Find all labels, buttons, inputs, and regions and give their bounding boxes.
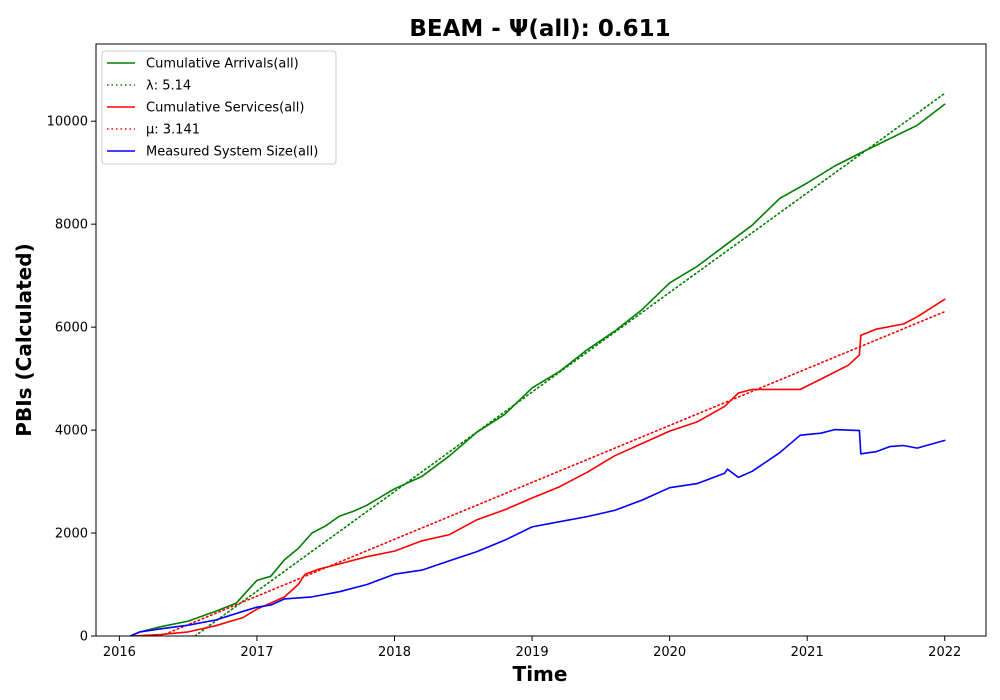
axes-frame [95, 43, 987, 637]
legend-label-3: μ: 3.141 [146, 123, 200, 138]
x-tick-label: 2019 [516, 645, 549, 660]
x-tick-label: 2021 [791, 645, 824, 660]
legend-box [101, 50, 337, 165]
plot-area [129, 92, 946, 636]
y-tick-label: 8000 [55, 218, 88, 233]
legend-label-0: Cumulative Arrivals(all) [146, 57, 299, 72]
x-axis-label: Time [513, 662, 568, 686]
series-line-1 [194, 92, 946, 636]
x-tick-label: 2017 [240, 645, 273, 660]
y-tick-label: 2000 [55, 527, 88, 542]
y-tick-label: 4000 [55, 424, 88, 439]
x-tick-label: 2022 [928, 645, 961, 660]
y-tick-label: 10000 [47, 115, 88, 130]
series-line-4 [129, 428, 946, 636]
series-line-0 [129, 103, 946, 636]
legend-label-1: λ: 5.14 [146, 79, 191, 94]
chart-title: BEAM - Ψ(all): 0.611 [409, 16, 670, 42]
x-tick-label: 2018 [378, 645, 411, 660]
y-tick-label: 6000 [55, 321, 88, 336]
y-axis-label: PBIs (Calculated) [12, 243, 36, 436]
axis-ticks: 2016 2017 2018 2019 2020 2021 2022 0 2000 4000 600… [47, 115, 962, 660]
legend-label-4: Measured System Size(all) [146, 145, 318, 160]
series-line-3 [159, 310, 946, 636]
legend-label-2: Cumulative Services(all) [146, 101, 304, 116]
legend: Cumulative Arrivals(all) λ: 5.14 Cumulativ… [101, 50, 337, 165]
series-line-2 [132, 298, 946, 636]
x-tick-label: 2020 [653, 645, 686, 660]
y-tick-label: 0 [80, 630, 88, 645]
x-tick-label: 2016 [103, 645, 136, 660]
